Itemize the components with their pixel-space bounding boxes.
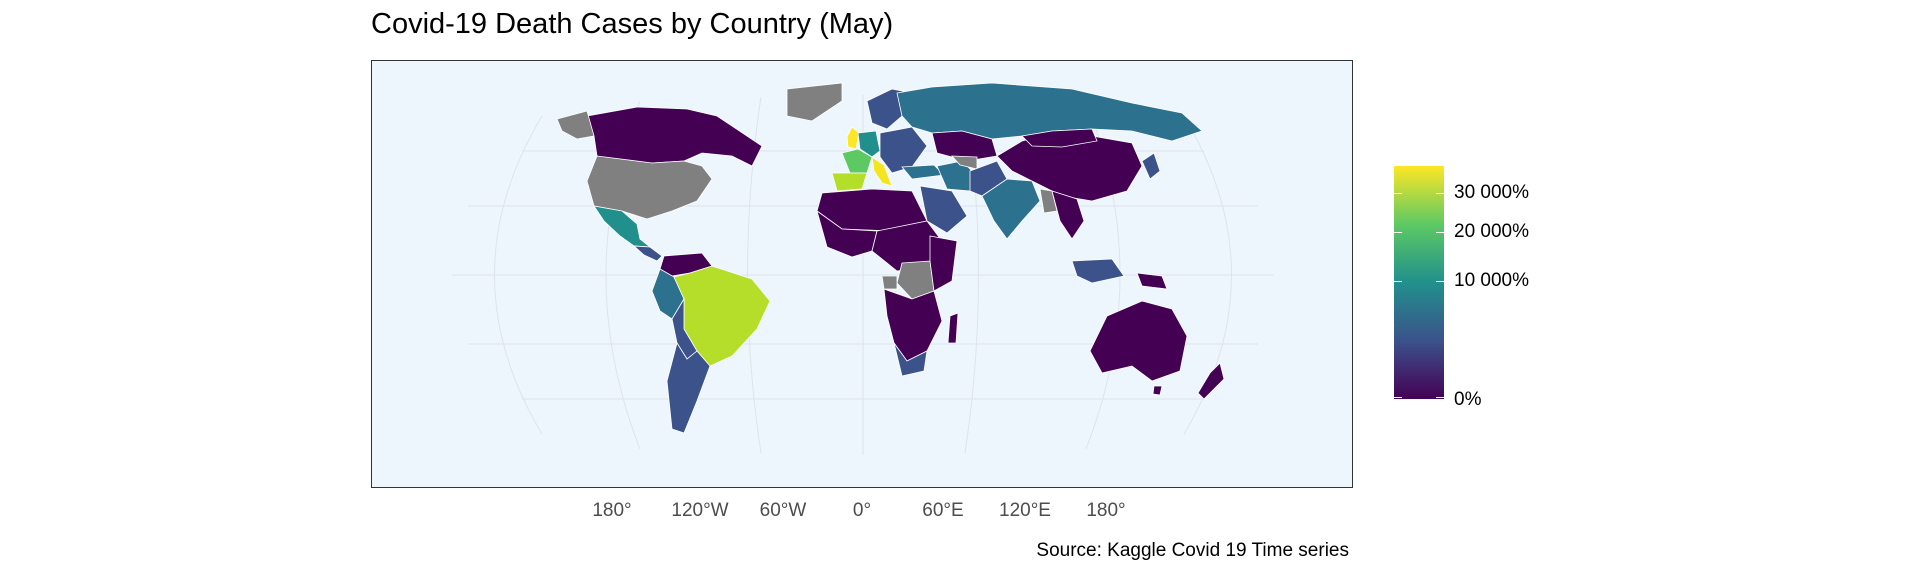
legend-tick-mark [1394, 232, 1402, 233]
x-tick-120e: 120°E [999, 500, 1051, 521]
x-tick-180e: 180° [1086, 500, 1126, 521]
legend-colorbar [1394, 166, 1444, 399]
region-uk [846, 126, 860, 150]
legend-label-0: 0% [1454, 389, 1482, 410]
legend-tick-mark [1436, 232, 1444, 233]
x-tick-120w: 120°W [671, 500, 729, 521]
legend-label-30000: 30 000% [1454, 182, 1530, 203]
legend-tick-mark [1436, 397, 1444, 398]
x-tick-60w: 60°W [759, 500, 807, 521]
region-australia [1089, 300, 1188, 382]
region-southeast-asia [1051, 190, 1085, 240]
legend-tick-mark [1394, 193, 1402, 194]
region-saudi-arabia [919, 185, 968, 234]
x-tick-0: 0° [852, 500, 872, 521]
region-spain [831, 172, 868, 192]
x-tick-60e: 60°E [922, 500, 964, 521]
region-germany [857, 130, 881, 158]
region-central-america [632, 245, 663, 262]
region-papua [1136, 272, 1168, 290]
map-panel [371, 60, 1353, 488]
region-italy [871, 156, 893, 187]
region-madagascar [947, 312, 959, 344]
region-mongolia [1021, 128, 1098, 148]
region-chile-argentina [666, 342, 711, 434]
region-indonesia [1071, 258, 1125, 284]
legend-label-10000: 10 000% [1454, 270, 1530, 291]
region-gabon [881, 275, 898, 290]
legend-tick-mark [1394, 397, 1402, 398]
region-france [841, 148, 873, 174]
legend-tick-mark [1394, 281, 1402, 282]
region-alaska [556, 110, 595, 140]
source-caption: Source: Kaggle Covid 19 Time series [1036, 540, 1349, 561]
region-tasmania [1152, 385, 1163, 396]
legend-tick-mark [1436, 281, 1444, 282]
region-greenland [786, 82, 843, 122]
region-south-africa [893, 342, 928, 377]
map-title: Covid-19 Death Cases by Country (May) [371, 8, 894, 40]
region-new-zealand [1197, 362, 1225, 400]
world-map [372, 61, 1352, 487]
region-east-africa [929, 235, 958, 292]
legend-tick-mark [1436, 193, 1444, 194]
region-usa [586, 155, 713, 220]
region-japan-korea [1141, 152, 1161, 180]
legend-label-20000: 20 000% [1454, 221, 1530, 242]
region-russia [896, 82, 1203, 142]
region-india [981, 178, 1041, 240]
x-tick-180w: 180° [592, 500, 632, 521]
